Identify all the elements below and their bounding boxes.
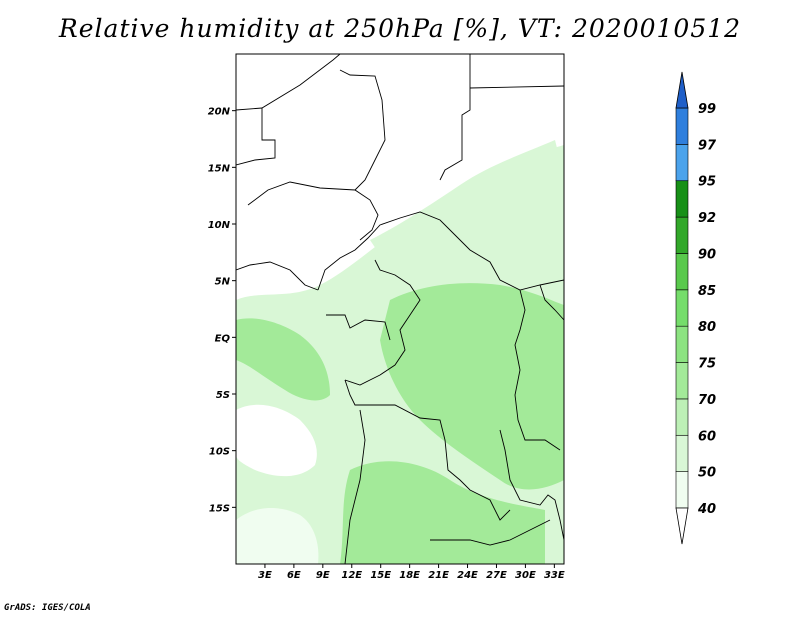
colorbar-swatch <box>675 107 689 145</box>
colorbar-label: 97 <box>698 138 717 153</box>
humidity-gap-south <box>236 508 319 564</box>
lat-tick-label: 5S <box>216 390 230 401</box>
lat-tick-label: 10S <box>209 447 230 458</box>
humidity-band-north <box>370 140 560 255</box>
colorbar: 40 50 60 70 75 80 85 90 92 95 97 99 <box>675 71 717 545</box>
colorbar-swatch <box>675 144 689 182</box>
colorbar-swatch <box>675 362 689 400</box>
lon-tick-label: 18E <box>399 570 420 581</box>
colorbar-swatch <box>675 253 689 291</box>
colorbar-upper-arrow <box>675 71 689 109</box>
lon-tick-label: 33E <box>544 570 565 581</box>
colorbar-swatch <box>675 216 689 254</box>
colorbar-label: 70 <box>698 393 716 408</box>
lat-tick-label: 20N <box>208 107 231 118</box>
colorbar-label: 75 <box>698 357 716 372</box>
colorbar-label: 80 <box>698 320 716 335</box>
country-borders <box>236 54 564 564</box>
lon-tick-label: 21E <box>428 570 449 581</box>
colorbar-label: 85 <box>698 284 716 299</box>
colorbar-swatch <box>675 434 689 472</box>
colorbar-swatch <box>675 471 689 509</box>
colorbar-swatch <box>675 398 689 436</box>
colorbar-label: 99 <box>698 102 716 117</box>
colorbar-swatch <box>675 180 689 218</box>
colorbar-label: 92 <box>698 211 716 226</box>
lat-tick-label: 15S <box>209 503 230 514</box>
lon-tick-label: 24E <box>457 570 478 581</box>
map-ticks: 3E 6E 9E 12E 15E 18E 21E 24E 27E 30E 33E 20N 15N 10N 5… <box>208 107 565 581</box>
colorbar-label: 40 <box>697 502 716 517</box>
lat-tick-label: 10N <box>208 220 231 231</box>
lon-tick-label: 9E <box>316 570 330 581</box>
lon-tick-label: 6E <box>287 570 301 581</box>
lat-tick-label: 5N <box>215 277 231 288</box>
colorbar-label: 60 <box>698 429 716 444</box>
lon-tick-label: 27E <box>486 570 507 581</box>
humidity-shading <box>236 140 564 564</box>
map-title: Relative humidity at 250hPa [%], VT: 202… <box>58 14 742 43</box>
colorbar-label: 90 <box>698 247 716 262</box>
map-frame <box>235 53 565 565</box>
colorbar-label: 50 <box>698 466 716 481</box>
lat-tick-label: EQ <box>215 333 231 344</box>
lat-tick-label: 15N <box>208 163 231 174</box>
colorbar-swatch <box>675 289 689 327</box>
colorbar-label: 95 <box>698 175 716 190</box>
colorbar-swatch <box>675 325 689 363</box>
lon-tick-label: 30E <box>515 570 536 581</box>
lon-tick-label: 12E <box>341 570 362 581</box>
humidity-gap-west <box>236 404 317 477</box>
grads-credit: GrADS: IGES/COLA <box>4 603 91 613</box>
humidity-field-mid-south <box>340 461 545 564</box>
humidity-field-mid-west <box>236 318 330 401</box>
colorbar-lower-arrow <box>675 507 689 545</box>
lon-tick-label: 15E <box>370 570 391 581</box>
lon-tick-label: 3E <box>258 570 272 581</box>
